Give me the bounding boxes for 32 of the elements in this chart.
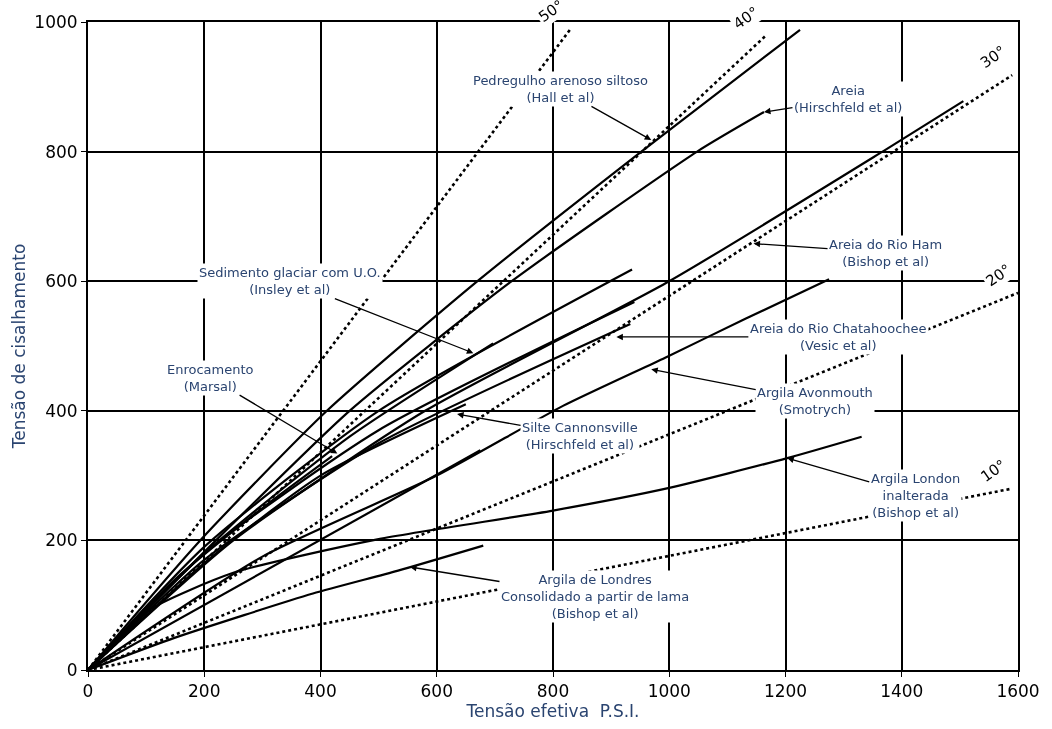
text: 50° [535, 0, 568, 27]
x-tick-label: 200 [188, 681, 221, 702]
x-tick-label: 1400 [880, 681, 924, 702]
text: 20° [982, 260, 1015, 291]
text: 40° [730, 2, 763, 33]
x-tick-label: 1600 [996, 681, 1040, 702]
x-tick-label: 1200 [763, 681, 808, 702]
annotation: Pedregulho arenoso siltoso (Hall et al) [473, 73, 649, 105]
x-tick-label: 400 [304, 681, 337, 702]
annotation: Argila de Londres Consolidado a partir de lama (Bishop et al) [501, 572, 690, 621]
y-axis-title: Tensão de cisalhamento [9, 243, 30, 450]
text: 30° [977, 41, 1010, 72]
y-tick-label: 600 [45, 271, 78, 292]
annotation: Silte Cannonsville (Hirschfeld et al) [522, 420, 638, 452]
x-tick-label: 0 [82, 681, 94, 702]
annotation: Argila Avonmouth (Smotrych) [757, 385, 873, 417]
x-tick-label: 1000 [647, 681, 691, 702]
annotation: Areia (Hirschfeld et al) [794, 83, 903, 115]
y-tick-label: 800 [45, 141, 78, 162]
annotation: Sedimento glaciar com U.O. (Insley et al) [199, 265, 381, 297]
x-tick-label: 600 [420, 681, 453, 702]
annotation: Areia do Rio Chatahoochee (Vesic et al) [750, 321, 927, 353]
y-tick-label: 1000 [34, 11, 78, 32]
y-tick-label: 400 [45, 400, 78, 421]
x-tick-label: 800 [536, 681, 570, 702]
annotation: Argila London inalterada (Bishop et al) [871, 471, 961, 520]
annotation: Enrocamento (Marsal) [167, 362, 254, 394]
x-axis-title: Tensão efetiva P.S.I. [465, 701, 640, 722]
text: 10° [977, 455, 1010, 486]
annotation: Areia do Rio Ham (Bishop et al) [829, 237, 943, 269]
y-tick-label: 200 [45, 530, 78, 551]
y-tick-label: 0 [66, 659, 78, 680]
